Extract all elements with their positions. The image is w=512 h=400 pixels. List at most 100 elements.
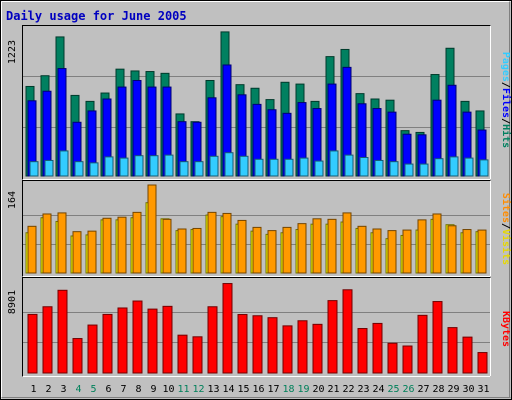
series-legend-part: Sites (500, 193, 512, 223)
x-tick-label: 25 (387, 384, 399, 395)
x-tick-label: 11 (177, 384, 189, 395)
kbytes-bar (207, 306, 218, 374)
pages-bar (239, 155, 249, 177)
sites-bar (207, 211, 217, 274)
series-legend-label: Pages/Files/Hits (500, 52, 512, 148)
sites-bar (372, 228, 382, 274)
pages-bar (419, 163, 429, 177)
sites-bar (147, 184, 157, 274)
sites-bar (162, 218, 172, 274)
sites-bar (222, 212, 232, 274)
pages-bar (464, 157, 474, 177)
x-tick-label: 10 (162, 384, 174, 395)
x-tick-label: 23 (357, 384, 369, 395)
sites-bar (132, 211, 142, 274)
sites-bar (192, 227, 202, 274)
pages-bar (149, 155, 159, 177)
kbytes-bar (357, 328, 368, 374)
kbytes-bar (102, 313, 113, 374)
pages-bar (389, 161, 399, 177)
kbytes-bar (312, 323, 323, 374)
x-tick-label: 4 (75, 384, 81, 395)
sites-bar (237, 219, 247, 274)
kbytes-bar (402, 345, 413, 374)
pages-bar (254, 158, 264, 177)
sites-bar (477, 229, 487, 274)
pages-bar (119, 157, 129, 177)
pages-bar (434, 158, 444, 177)
pages-bar (74, 161, 84, 177)
x-tick-label: 13 (207, 384, 219, 395)
kbytes-bar (477, 352, 488, 374)
bar-layer (25, 31, 489, 374)
kbytes-bar (147, 308, 158, 374)
pages-bar (374, 159, 384, 177)
pages-bar (89, 162, 99, 177)
sites-bar (27, 225, 37, 274)
x-tick-label: 18 (282, 384, 294, 395)
x-tick-label: 15 (237, 384, 249, 395)
y-max-label: 1223 (7, 40, 18, 64)
sites-bar (72, 231, 82, 274)
kbytes-bar (237, 314, 248, 374)
pages-bar (284, 158, 294, 177)
sites-bar (357, 225, 367, 274)
kbytes-bar (72, 338, 83, 374)
pages-bar (164, 154, 174, 177)
x-tick-label: 27 (417, 384, 429, 395)
sites-bar (102, 217, 112, 274)
sites-bar (447, 225, 457, 274)
sites-bar (462, 229, 472, 274)
series-legend-label: KBytes (500, 311, 511, 347)
sites-bar (87, 230, 97, 274)
pages-bar (404, 163, 414, 177)
x-tick-label: 1 (30, 384, 36, 395)
series-legend-part: Hits (500, 124, 512, 148)
kbytes-bar (222, 283, 233, 374)
series-legend-label: Sites/Visits (500, 193, 512, 265)
pages-bar (344, 154, 354, 177)
series-legend-part: Visits (500, 229, 512, 265)
kbytes-bar (297, 320, 308, 374)
kbytes-bar (252, 315, 263, 374)
pages-bar (179, 161, 189, 177)
sites-bar (312, 218, 322, 274)
pages-bar (359, 156, 369, 177)
sites-bar (267, 230, 277, 274)
series-legend-part: Pages (500, 52, 511, 82)
x-tick-label: 9 (150, 384, 156, 395)
x-tick-label: 26 (402, 384, 414, 395)
kbytes-bar (27, 313, 38, 374)
sites-bar (417, 219, 427, 274)
y-max-label: 164 (7, 191, 18, 209)
pages-bar (479, 159, 489, 177)
sites-bar (342, 212, 352, 274)
x-tick-label: 12 (192, 384, 204, 395)
kbytes-bar (162, 305, 173, 374)
x-tick-label: 20 (312, 384, 324, 395)
pages-bar (449, 156, 459, 177)
sites-bar (402, 229, 412, 274)
series-legend-part: KBytes (500, 311, 511, 347)
x-tick-label: 6 (105, 384, 111, 395)
pages-bar (59, 150, 69, 177)
x-tick-label: 7 (120, 384, 126, 395)
pages-bar (29, 161, 39, 177)
kbytes-bar (57, 289, 68, 374)
x-tick-label: 5 (90, 384, 96, 395)
x-tick-label: 21 (327, 384, 339, 395)
kbytes-bar (327, 300, 338, 374)
sites-bar (42, 213, 52, 274)
kbytes-bar (417, 314, 428, 374)
sites-bar (117, 216, 127, 274)
sites-bar (57, 212, 67, 274)
kbytes-bar (42, 306, 53, 374)
x-tick-label: 24 (372, 384, 384, 395)
pages-bar (134, 155, 144, 177)
kbytes-bar (447, 327, 458, 374)
x-tick-label: 19 (297, 384, 309, 395)
chart-title: Daily usage for June 2005 (6, 9, 187, 23)
x-tick-label: 30 (462, 384, 474, 395)
